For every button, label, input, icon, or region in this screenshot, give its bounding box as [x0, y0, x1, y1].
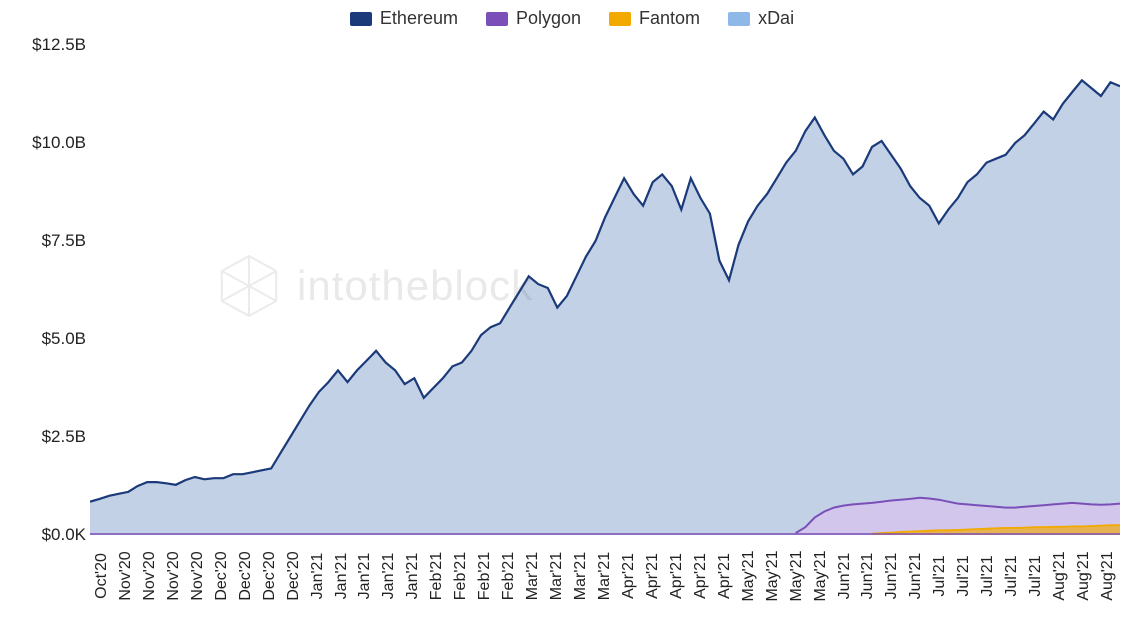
- y-tick-label: $10.0B: [32, 133, 86, 153]
- x-tick-label: Apr'21: [668, 553, 686, 599]
- x-tick-label: Dec'20: [213, 551, 231, 600]
- x-tick-label: Jan'21: [309, 553, 327, 600]
- x-tick-label: Jul'21: [979, 555, 997, 596]
- y-tick-label: $12.5B: [32, 35, 86, 55]
- x-tick-label: Nov'20: [117, 551, 135, 600]
- tvl-chart: Ethereum Polygon Fantom xDai $0.0K $2.5B $5.0…: [0, 0, 1144, 630]
- series-area: [90, 80, 1120, 535]
- y-tick-label: $2.5B: [42, 427, 86, 447]
- chart-svg: [90, 45, 1120, 535]
- x-tick-label: Jun'21: [907, 553, 925, 600]
- x-tick-label: Jun'21: [883, 553, 901, 600]
- x-tick-label: Mar'21: [572, 552, 590, 600]
- x-tick-label: May'21: [764, 550, 782, 601]
- x-tick-label: Nov'20: [189, 551, 207, 600]
- y-axis-labels: $0.0K$2.5B$5.0B$7.5B$10.0B$12.5B: [18, 45, 86, 535]
- legend-label: Polygon: [516, 8, 581, 29]
- x-tick-label: Dec'20: [261, 551, 279, 600]
- x-tick-label: Feb'21: [476, 552, 494, 600]
- legend-swatch: [609, 12, 631, 26]
- y-tick-label: $7.5B: [42, 231, 86, 251]
- legend-swatch: [350, 12, 372, 26]
- x-tick-label: Jan'21: [380, 553, 398, 600]
- x-tick-label: Feb'21: [428, 552, 446, 600]
- x-tick-label: Apr'21: [692, 553, 710, 599]
- legend-label: Ethereum: [380, 8, 458, 29]
- plot-area: [90, 45, 1120, 535]
- legend: Ethereum Polygon Fantom xDai: [0, 8, 1144, 29]
- x-tick-label: May'21: [788, 550, 806, 601]
- x-tick-label: Aug'21: [1099, 551, 1117, 600]
- legend-swatch: [486, 12, 508, 26]
- x-tick-label: Apr'21: [620, 553, 638, 599]
- x-tick-label: Feb'21: [452, 552, 470, 600]
- x-tick-label: Jul'21: [955, 555, 973, 596]
- x-tick-label: Jun'21: [836, 553, 854, 600]
- x-tick-label: Jul'21: [931, 555, 949, 596]
- legend-item: Polygon: [486, 8, 581, 29]
- x-axis-labels: Oct'20 Nov'20 Nov'20 Nov'20 Nov'20 Dec'20 Dec'…: [90, 544, 1120, 624]
- x-tick-label: Oct'20: [93, 553, 111, 599]
- x-tick-label: Apr'21: [644, 553, 662, 599]
- x-tick-label: Dec'20: [237, 551, 255, 600]
- x-tick-label: Apr'21: [716, 553, 734, 599]
- legend-swatch: [728, 12, 750, 26]
- x-tick-label: Mar'21: [548, 552, 566, 600]
- x-tick-label: Nov'20: [141, 551, 159, 600]
- x-tick-label: Jun'21: [859, 553, 877, 600]
- x-tick-label: Jan'21: [404, 553, 422, 600]
- x-tick-label: May'21: [740, 550, 758, 601]
- x-tick-label: Jul'21: [1027, 555, 1045, 596]
- y-tick-label: $5.0B: [42, 329, 86, 349]
- legend-label: xDai: [758, 8, 794, 29]
- x-tick-label: Dec'20: [285, 551, 303, 600]
- x-tick-label: Jan'21: [333, 553, 351, 600]
- x-tick-label: Mar'21: [596, 552, 614, 600]
- x-tick-label: Jan'21: [356, 553, 374, 600]
- x-tick-label: May'21: [812, 550, 830, 601]
- x-tick-label: Mar'21: [524, 552, 542, 600]
- x-tick-label: Nov'20: [165, 551, 183, 600]
- legend-item: xDai: [728, 8, 794, 29]
- y-tick-label: $0.0K: [42, 525, 86, 545]
- legend-item: Fantom: [609, 8, 700, 29]
- legend-item: Ethereum: [350, 8, 458, 29]
- x-tick-label: Jul'21: [1003, 555, 1021, 596]
- x-tick-label: Feb'21: [500, 552, 518, 600]
- x-tick-label: Aug'21: [1051, 551, 1069, 600]
- legend-label: Fantom: [639, 8, 700, 29]
- x-tick-label: Aug'21: [1075, 551, 1093, 600]
